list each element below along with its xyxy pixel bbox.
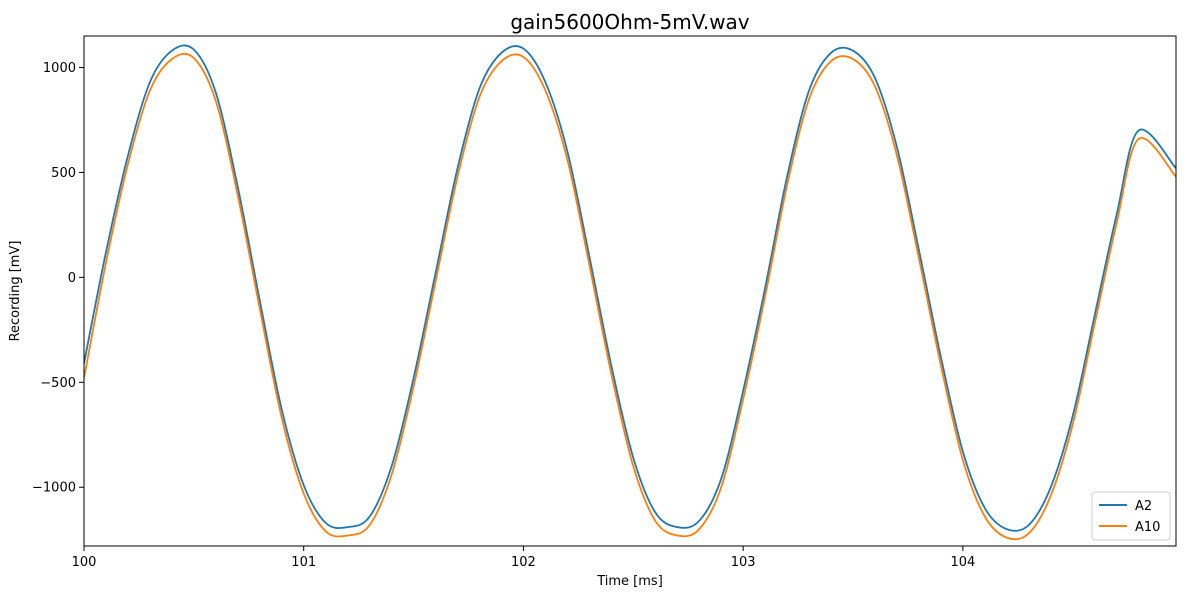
plot-background: [84, 36, 1176, 546]
legend-label-a2: A2: [1135, 499, 1152, 514]
chart-title: gain5600Ohm-5mV.wav: [510, 10, 749, 34]
legend: A2 A10: [1091, 491, 1171, 541]
x-tick-label: 103: [731, 555, 756, 570]
y-tick-label: −1000: [32, 481, 76, 496]
plot-area: [83, 35, 1177, 547]
y-axis: −1000 −500 0 500 1000: [32, 61, 84, 496]
x-tick-label: 100: [72, 555, 97, 570]
y-axis-label: Recording [mV]: [8, 241, 23, 342]
series-line-a2: [84, 44, 1176, 532]
legend-label-a10: A10: [1135, 520, 1160, 535]
y-tick-label: −500: [40, 376, 76, 391]
x-axis-label: Time [ms]: [596, 574, 663, 589]
x-tick-label: 101: [291, 555, 316, 570]
x-axis: 100 101 102 103 104: [72, 546, 975, 570]
y-tick-label: 500: [51, 166, 76, 181]
y-tick-label: 1000: [43, 61, 76, 76]
y-tick-label: 0: [68, 271, 76, 286]
x-tick-label: 104: [950, 555, 975, 570]
plot-border: [83, 35, 1177, 547]
series-line-a10: [84, 52, 1176, 541]
x-tick-label: 102: [511, 555, 536, 570]
series-group: [84, 44, 1176, 541]
